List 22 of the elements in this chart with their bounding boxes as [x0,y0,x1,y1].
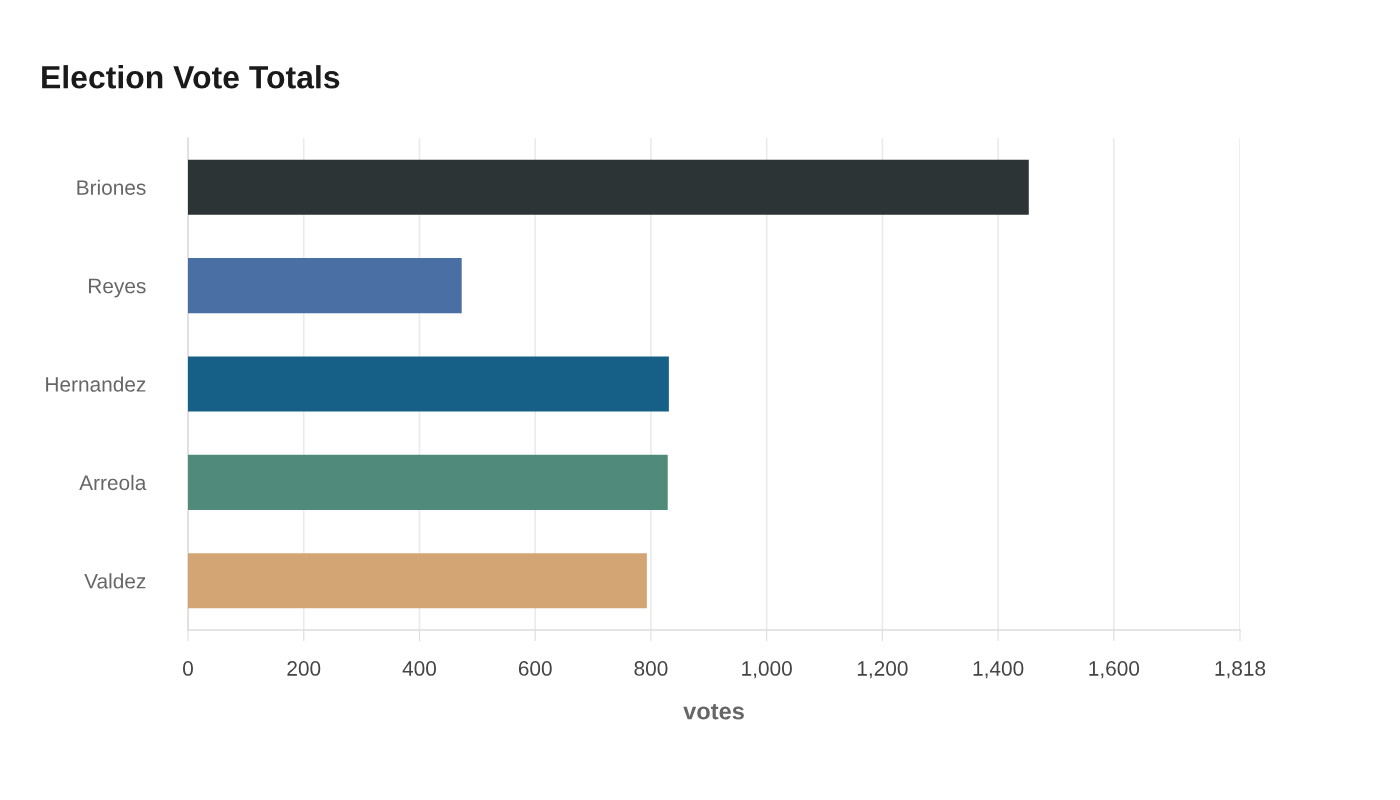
chart-title: Election Vote Totals [42,65,340,89]
bar [188,454,668,510]
x-tick-label: 200 [287,661,321,676]
x-tick-label: 400 [402,661,437,676]
x-tick-label: 0 [183,661,193,676]
bar [188,258,462,314]
x-tick-label: 800 [634,661,668,676]
x-tick-label: 1,200 [857,661,908,679]
bar [188,553,647,609]
x-tick-label: 1,400 [973,661,1024,679]
x-tick-label: 1,000 [742,661,792,679]
x-axis-title: votes [683,703,744,720]
y-tick-label: Reyes [88,278,146,298]
x-tick-label: 1,818 [1215,661,1266,679]
bar [188,159,1029,215]
x-tick-label: 1,600 [1089,661,1140,679]
bar [188,356,669,412]
y-tick-label: Hernandez [46,376,146,392]
x-tick-label: 600 [518,661,552,676]
y-tick-label: Briones [77,179,146,195]
y-tick-label: Arreola [79,474,147,491]
y-tick-label: Valdez [84,573,146,589]
